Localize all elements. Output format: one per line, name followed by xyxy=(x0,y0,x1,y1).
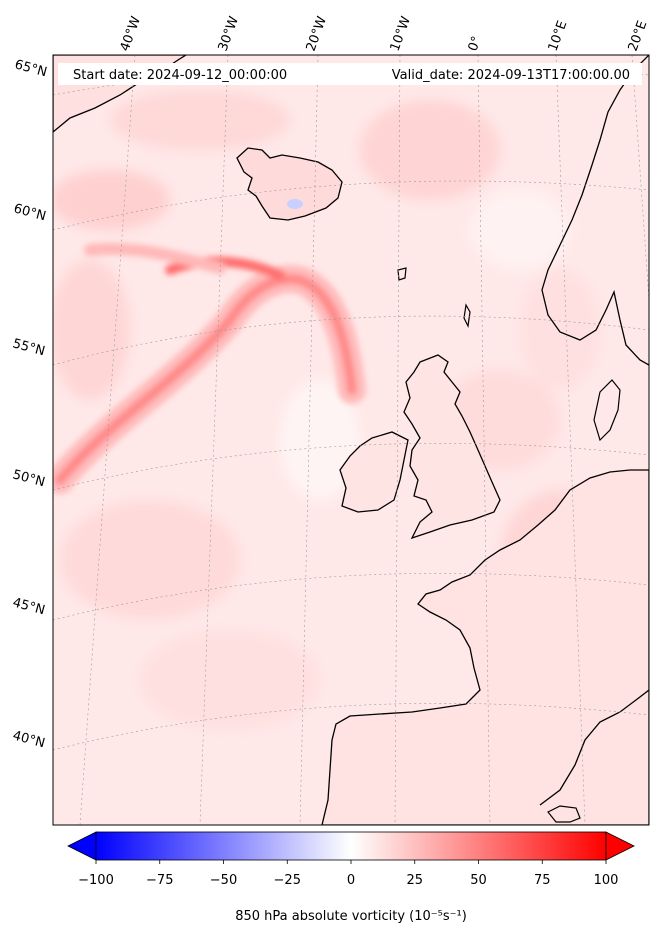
lon-label-30w: 30°W xyxy=(216,14,242,53)
colorbar-ticks: −100 −75 −50 −25 0 25 50 75 100 xyxy=(78,860,618,888)
sardinia-coast xyxy=(547,805,581,823)
map-frame xyxy=(52,54,650,826)
lon-label-40w: 40°W xyxy=(118,14,144,53)
longitude-labels: 40°W 30°W 20°W 10°W 0° 10°E 20°E xyxy=(118,14,651,53)
lon-label-10w: 10°W xyxy=(388,14,414,53)
lat-label-45n: 45°N xyxy=(11,595,47,618)
lat-label-40n: 40°N xyxy=(11,728,47,751)
colorbar-tick-label: −100 xyxy=(78,873,114,888)
colorbar-tick-label: 100 xyxy=(594,873,619,888)
colorbar-tick-label: −75 xyxy=(146,873,173,888)
colorbar-tick-label: 25 xyxy=(406,873,423,888)
iceland-coast xyxy=(236,147,343,221)
graticule xyxy=(53,55,649,825)
denmark-coast xyxy=(593,379,621,442)
lat-label-65n: 65°N xyxy=(13,57,49,80)
scandinavia-coast xyxy=(541,55,649,366)
lon-label-0: 0° xyxy=(466,34,485,53)
lon-label-10e: 10°E xyxy=(546,19,571,54)
map-panel xyxy=(53,55,649,825)
colorbar-tick-label: −50 xyxy=(210,873,237,888)
colorbar-tick-label: 75 xyxy=(534,873,551,888)
header-strip xyxy=(58,63,642,85)
vorticity-band xyxy=(53,242,366,494)
colorbar: −100 −75 −50 −25 0 25 50 75 100 850 hPa absolute… xyxy=(67,831,635,924)
shetland-coast xyxy=(463,303,471,328)
great-britain-coast xyxy=(403,354,501,540)
lat-label-55n: 55°N xyxy=(11,336,47,359)
ireland-coast xyxy=(339,431,409,513)
lat-label-50n: 50°N xyxy=(11,467,47,490)
start-date-text: Start date: 2024-09-12_00:00:00 xyxy=(73,68,287,83)
colorbar-gradient xyxy=(95,831,607,861)
latitude-labels: 65°N 60°N 55°N 50°N 45°N 40°N xyxy=(11,57,49,751)
lat-label-60n: 60°N xyxy=(12,201,48,224)
colorbar-tick-label: 50 xyxy=(470,873,487,888)
lon-label-20e: 20°E xyxy=(626,19,651,54)
colorbar-low-extend xyxy=(67,831,97,861)
colorbar-label: 850 hPa absolute vorticity (10⁻⁵s⁻¹) xyxy=(235,909,467,924)
europe-coast xyxy=(321,469,649,825)
mediterranean-coast xyxy=(539,689,649,806)
colorbar-tick-label: 0 xyxy=(347,873,355,888)
colorbar-tick-label: −25 xyxy=(274,873,301,888)
lon-label-20w: 20°W xyxy=(304,14,330,53)
colorbar-high-extend xyxy=(605,831,635,861)
valid-date-text: Valid_date: 2024-09-13T17:00:00.00 xyxy=(392,68,630,83)
